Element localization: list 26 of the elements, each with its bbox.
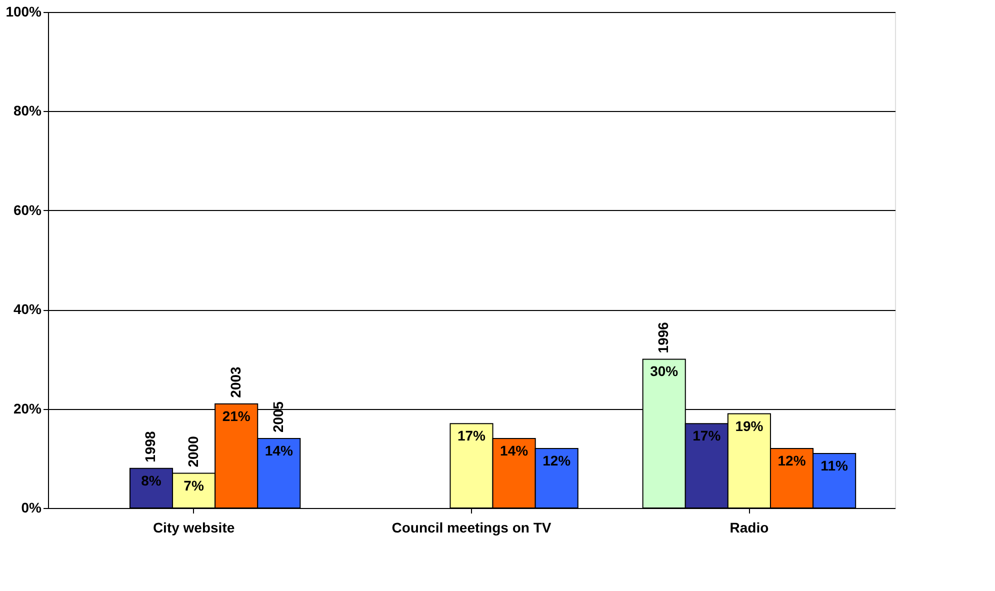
y-tick-label: 20% (13, 400, 42, 416)
text: 30% (650, 363, 678, 380)
text: 17% (692, 428, 721, 444)
text: 12% (542, 452, 571, 468)
y-tick-label: 60% (13, 202, 42, 218)
text: 1998 (142, 430, 158, 462)
text: 19% (735, 418, 764, 434)
text: 1996 (655, 322, 672, 354)
x-tick-label: Council meetings on TV (392, 520, 552, 536)
text: 12% (778, 452, 806, 468)
text: 2000 (184, 436, 201, 468)
text: 14% (264, 442, 293, 459)
x-tick-label: City website (152, 520, 235, 536)
y-tick-label: 80% (13, 102, 42, 119)
text: 11% (820, 457, 848, 474)
y-tick-label: 40% (13, 301, 42, 318)
text: 21% (222, 408, 250, 424)
text: 14% (500, 442, 528, 459)
x-tick-label: Radio (730, 520, 769, 536)
text: 2003 (227, 366, 244, 398)
text: 7% (184, 477, 204, 494)
text: 8% (141, 472, 162, 488)
y-tick-label: 100% (6, 4, 42, 20)
text: 17% (457, 428, 486, 444)
text: 2005 (270, 401, 286, 433)
y-tick-label: 0% (21, 500, 42, 516)
